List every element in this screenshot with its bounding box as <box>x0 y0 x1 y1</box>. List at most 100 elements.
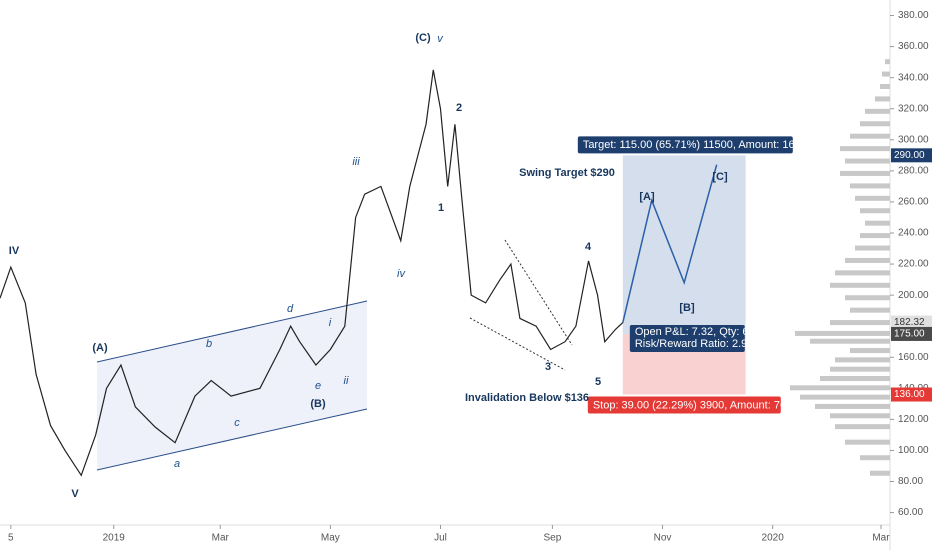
channel-fill <box>97 301 367 470</box>
volume-bar <box>830 366 890 372</box>
pnl-box <box>629 324 745 352</box>
volume-bar <box>855 245 890 251</box>
y-tick-label: 340.00 <box>898 72 929 83</box>
channel-top <box>96 300 368 363</box>
volume-bar <box>880 83 890 89</box>
x-tick-label: Sep <box>544 533 562 544</box>
volume-bar <box>815 403 890 409</box>
volume-bar <box>830 413 890 419</box>
volume-bar <box>835 270 890 276</box>
volume-bar <box>870 470 890 476</box>
wave-label: 2 <box>456 102 462 114</box>
y-tick-label: 120.00 <box>898 414 929 425</box>
price-label-box <box>891 148 932 163</box>
volume-bar <box>800 394 890 400</box>
volume-bar <box>882 71 890 77</box>
wave-label: (B) <box>310 398 326 410</box>
wave-label: i <box>329 317 332 329</box>
wave-label: iii <box>352 156 360 168</box>
volume-bar <box>845 257 890 263</box>
volume-bar <box>840 146 890 152</box>
wave-label: e <box>315 380 321 392</box>
pnl-label: Open P&L: 7.32, Qty: 6 <box>635 326 749 338</box>
x-tick-label: Mar <box>872 533 890 544</box>
volume-bar <box>845 295 890 301</box>
wave-label: 4 <box>585 241 592 253</box>
price-label: 175.00 <box>894 329 925 340</box>
y-tick-label: 200.00 <box>898 290 929 301</box>
wave-label: [B] <box>679 302 695 314</box>
volume-bar <box>860 208 890 214</box>
volume-bar <box>850 133 890 139</box>
volume-bar <box>790 385 890 391</box>
y-tick-label: 360.00 <box>898 41 929 52</box>
wave-label: [C] <box>712 171 728 183</box>
x-tick-label: May <box>321 533 340 544</box>
rr-label: Risk/Reward Ratio: 2.95 <box>635 338 754 350</box>
volume-bar <box>865 108 890 114</box>
wave-label: ii <box>344 375 349 387</box>
target-zone <box>622 155 746 334</box>
wave-label: 3 <box>545 361 551 373</box>
y-tick-label: 60.00 <box>898 507 923 518</box>
wave-label: 1 <box>438 202 444 214</box>
y-tick-label: 80.00 <box>898 476 923 487</box>
x-tick-label: Nov <box>654 533 672 544</box>
volume-bar <box>810 338 890 344</box>
y-tick-label: 100.00 <box>898 445 929 456</box>
volume-bar <box>850 307 890 313</box>
channel-bottom <box>96 408 368 471</box>
volume-profile <box>790 59 890 476</box>
price-label: 136.00 <box>894 389 925 400</box>
volume-bar <box>830 282 890 288</box>
price-label: 182.32 <box>894 317 925 328</box>
position-tool: Target: 115.00 (65.71%) 11500, Amount: 1… <box>577 136 807 414</box>
wedge-top <box>504 239 573 346</box>
target-label: Target: 115.00 (65.71%) 11500, Amount: 1… <box>583 139 807 151</box>
volume-bar <box>865 220 890 226</box>
wave-label: c <box>234 417 240 429</box>
volume-bar <box>850 183 890 189</box>
y-tick-label: 320.00 <box>898 103 929 114</box>
volume-bar <box>875 96 890 102</box>
y-tick-label: 280.00 <box>898 165 929 176</box>
stop-label: Stop: 39.00 (22.29%) 3900, Amount: 766 <box>593 399 792 411</box>
volume-bar <box>835 424 890 430</box>
wave-label: 5 <box>595 376 601 388</box>
x-tick-label: Mar <box>212 533 230 544</box>
volume-bar <box>795 330 890 336</box>
y-tick-label: 160.00 <box>898 352 929 363</box>
volume-bar <box>845 439 890 445</box>
volume-bar <box>850 348 890 354</box>
price-label-box <box>891 387 932 402</box>
volume-bar <box>835 357 890 363</box>
wave-label: Invalidation Below $136 <box>465 392 589 404</box>
wave-label: V <box>71 488 79 500</box>
x-tick-label: Jul <box>434 533 447 544</box>
volume-bar <box>860 455 890 461</box>
wave-label: Swing Target $290 <box>519 167 615 179</box>
wave-label: v <box>437 33 444 45</box>
y-tick-label: 240.00 <box>898 228 929 239</box>
wave-label: [A] <box>639 191 655 203</box>
stop-label-box <box>587 396 781 414</box>
volume-bar <box>885 59 890 65</box>
x-tick-label: 2020 <box>762 533 785 544</box>
y-tick-label: 380.00 <box>898 10 929 21</box>
price-label: 290.00 <box>894 150 925 161</box>
y-tick-label: 220.00 <box>898 259 929 270</box>
projection-line <box>622 164 718 323</box>
volume-bar <box>830 320 890 326</box>
price-label-box <box>891 315 932 330</box>
wave-label: iv <box>397 268 406 280</box>
wave-label: b <box>206 338 212 350</box>
wave-label: (C) <box>415 32 431 44</box>
x-tick-label: 2019 <box>103 533 126 544</box>
volume-bar <box>860 121 890 127</box>
wave-label: IV <box>9 245 20 257</box>
y-tick-label: 260.00 <box>898 197 929 208</box>
volume-bar <box>840 170 890 176</box>
